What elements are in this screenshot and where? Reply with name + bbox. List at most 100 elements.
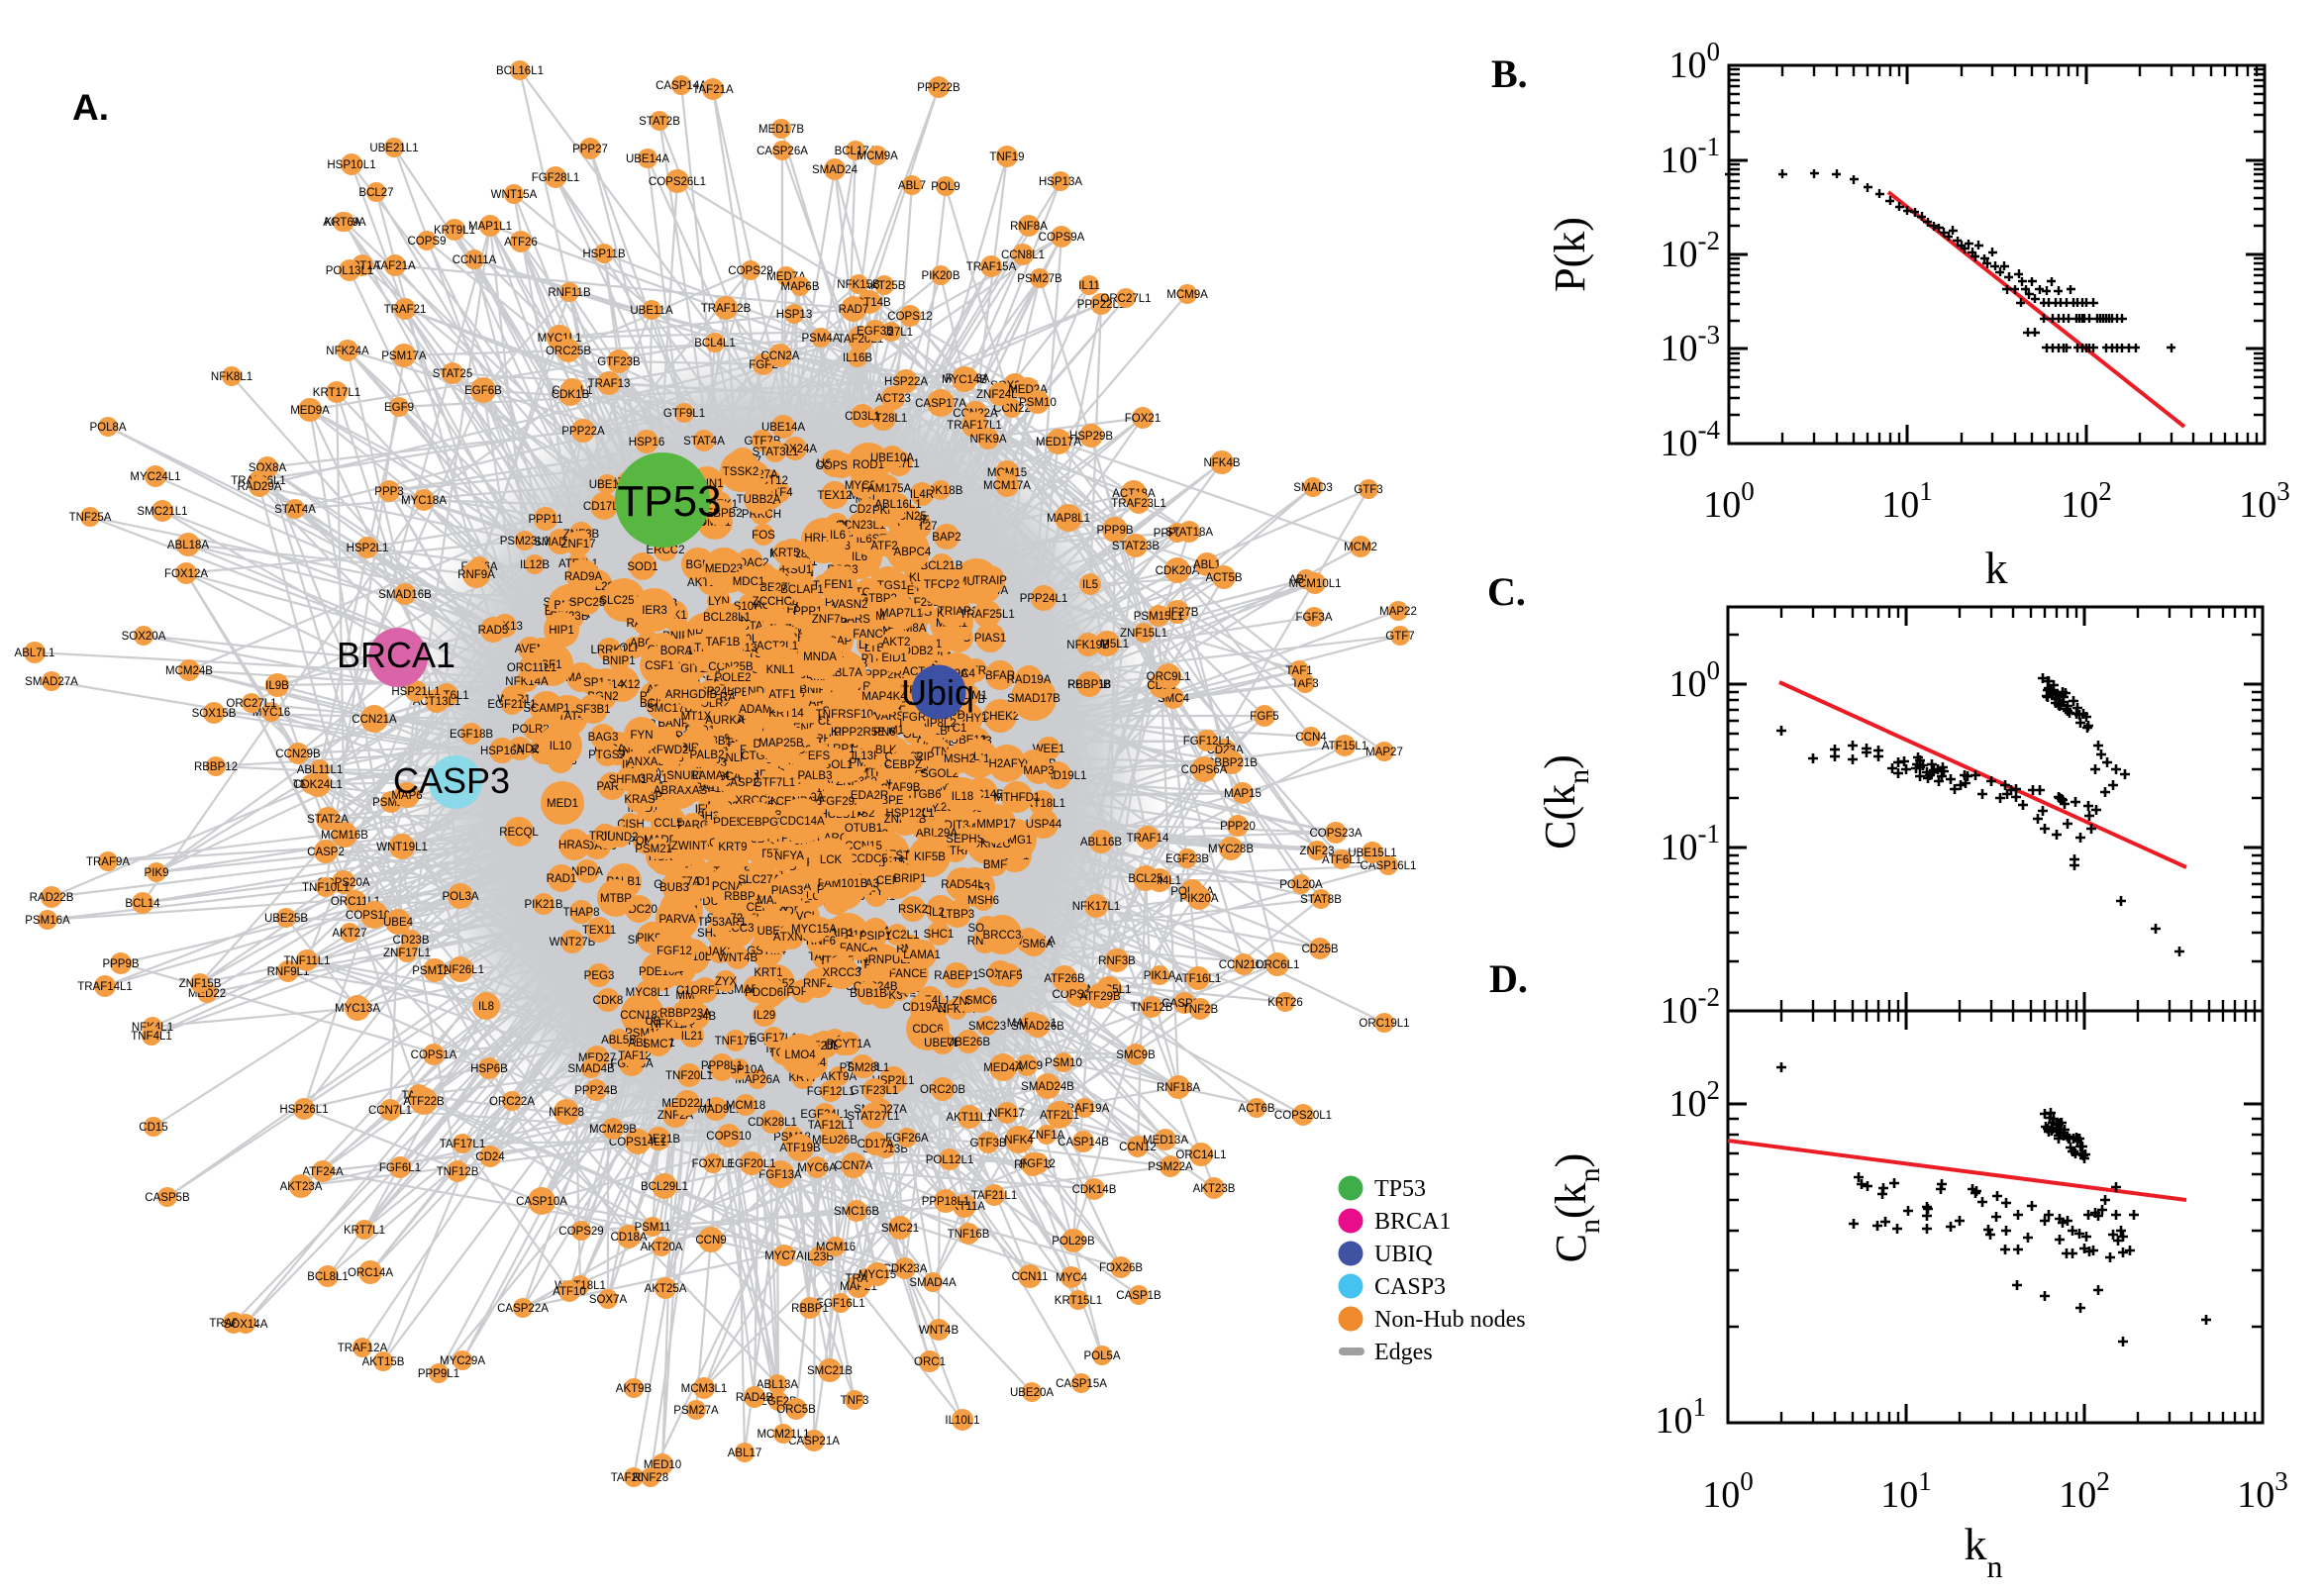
svg-text:NFK19B: NFK19B — [1066, 640, 1110, 651]
svg-text:CASP16L1: CASP16L1 — [1361, 860, 1417, 872]
svg-text:BAG3: BAG3 — [588, 732, 619, 744]
svg-text:RNF3B: RNF3B — [1098, 955, 1136, 967]
svg-text:PSM11: PSM11 — [635, 1222, 671, 1234]
svg-text:SMAD9L1: SMAD9L1 — [690, 1104, 742, 1116]
svg-text:FOX26B: FOX26B — [1099, 1262, 1143, 1274]
svg-text:BCL4L1: BCL4L1 — [694, 338, 736, 349]
svg-text:TRAF21: TRAF21 — [384, 304, 427, 316]
svg-text:ZWINT: ZWINT — [671, 841, 707, 852]
svg-text:PPP9B: PPP9B — [1096, 525, 1133, 537]
svg-text:STAT3L1: STAT3L1 — [753, 447, 799, 458]
svg-text:IL29: IL29 — [754, 1010, 775, 1022]
svg-text:MED4A: MED4A — [983, 1062, 1023, 1074]
svg-text:HSP26L1: HSP26L1 — [279, 1104, 328, 1116]
svg-text:RAD7: RAD7 — [839, 304, 869, 316]
svg-text:TAF1: TAF1 — [1285, 665, 1312, 677]
svg-text:HRAS: HRAS — [558, 840, 590, 851]
svg-text:CSF1: CSF1 — [645, 660, 673, 672]
svg-text:SMAD17B: SMAD17B — [1007, 693, 1060, 705]
svg-text:FGF5: FGF5 — [1250, 711, 1278, 723]
svg-text:COPS10: COPS10 — [706, 1131, 751, 1143]
svg-text:COPS9A: COPS9A — [1039, 232, 1085, 244]
svg-text:IL10L1: IL10L1 — [945, 1415, 979, 1427]
svg-text:CASP15A: CASP15A — [1056, 1378, 1107, 1390]
svg-text:COPS29: COPS29 — [728, 265, 772, 277]
svg-text:BCL8L1: BCL8L1 — [307, 1271, 349, 1283]
svg-text:POL3A: POL3A — [442, 891, 478, 903]
svg-text:ZNF24L1: ZNF24L1 — [976, 389, 1024, 401]
svg-text:NFK17: NFK17 — [989, 1108, 1025, 1120]
svg-text:LCK: LCK — [820, 854, 843, 866]
svg-text:CD15: CD15 — [139, 1122, 167, 1134]
svg-text:HSP6B: HSP6B — [470, 1063, 508, 1075]
svg-text:LAMA4: LAMA4 — [692, 770, 730, 782]
svg-text:CCN2A: CCN2A — [761, 350, 800, 362]
svg-text:TAF21L1: TAF21L1 — [971, 1190, 1017, 1202]
svg-text:MCM29B: MCM29B — [589, 1124, 637, 1136]
svg-text:ZNF15L1: ZNF15L1 — [1120, 628, 1167, 640]
svg-text:BRCA1: BRCA1 — [1374, 1209, 1451, 1235]
svg-text:MAP26A: MAP26A — [735, 1074, 780, 1086]
svg-text:SMAD26B: SMAD26B — [1011, 1021, 1064, 1033]
svg-text:WNT4B: WNT4B — [718, 952, 758, 964]
svg-text:TRAF15A: TRAF15A — [966, 261, 1017, 273]
svg-text:RAD54L: RAD54L — [941, 879, 984, 891]
svg-text:POL29B: POL29B — [1052, 1236, 1095, 1247]
svg-text:EGF20L1: EGF20L1 — [727, 1158, 775, 1170]
svg-text:MYC4: MYC4 — [1056, 1272, 1088, 1284]
svg-text:STAT4A: STAT4A — [683, 436, 725, 448]
svg-text:PPP9B: PPP9B — [102, 958, 139, 970]
svg-text:FOX12A: FOX12A — [164, 568, 208, 580]
svg-text:MYC28B: MYC28B — [1208, 844, 1254, 855]
svg-text:SOX20A: SOX20A — [122, 631, 166, 643]
svg-text:Edges: Edges — [1374, 1340, 1433, 1365]
svg-text:SOX14A: SOX14A — [224, 1319, 268, 1331]
svg-text:POL13L1: POL13L1 — [326, 265, 374, 277]
svg-text:SHFM1: SHFM1 — [609, 774, 648, 786]
svg-text:FGF3A: FGF3A — [1295, 612, 1332, 624]
svg-text:CDK20A: CDK20A — [1156, 565, 1200, 577]
svg-text:PPP3: PPP3 — [374, 486, 403, 498]
svg-text:TAF5: TAF5 — [995, 970, 1022, 982]
svg-text:MCM2: MCM2 — [1344, 542, 1377, 553]
svg-text:RNF9A: RNF9A — [457, 569, 495, 581]
svg-text:CASP1B: CASP1B — [1116, 1290, 1162, 1302]
svg-text:NFK15B: NFK15B — [837, 279, 880, 291]
svg-text:PSM27A: PSM27A — [673, 1405, 719, 1417]
svg-text:IL16B: IL16B — [843, 352, 872, 364]
svg-text:STAT23B: STAT23B — [1112, 541, 1160, 552]
svg-text:ABL5B: ABL5B — [601, 1035, 637, 1047]
svg-text:KNL1: KNL1 — [766, 664, 795, 676]
svg-text:GTF23B: GTF23B — [597, 356, 641, 368]
svg-text:MCM3L1: MCM3L1 — [681, 1383, 728, 1395]
svg-text:CCN21A: CCN21A — [352, 714, 397, 726]
svg-text:C.: C. — [1487, 569, 1526, 614]
svg-text:GTF3: GTF3 — [1354, 484, 1382, 496]
svg-text:ORC20B: ORC20B — [920, 1084, 965, 1096]
svg-text:FANCE: FANCE — [889, 968, 928, 980]
svg-text:ORC1: ORC1 — [914, 1356, 946, 1368]
svg-text:UBE14A: UBE14A — [761, 422, 805, 434]
svg-text:RECQL: RECQL — [499, 827, 539, 839]
svg-text:MCM16B: MCM16B — [321, 830, 368, 842]
svg-text:MAP1L1: MAP1L1 — [468, 221, 512, 233]
svg-text:STAT8B: STAT8B — [1300, 894, 1342, 906]
svg-text:ORC6L1: ORC6L1 — [1256, 959, 1300, 971]
svg-text:STAT2A: STAT2A — [307, 814, 349, 826]
svg-text:TSSK2: TSSK2 — [723, 466, 758, 478]
svg-text:PPP9L1: PPP9L1 — [418, 1368, 459, 1380]
svg-text:PSM16A: PSM16A — [25, 915, 70, 927]
svg-text:STAT27L1: STAT27L1 — [847, 1111, 899, 1123]
svg-text:NFK9A: NFK9A — [969, 434, 1006, 446]
svg-text:TRAIP: TRAIP — [973, 575, 1007, 587]
svg-text:TRAF14L1: TRAF14L1 — [77, 981, 133, 993]
svg-text:FANCA: FANCA — [840, 943, 878, 954]
svg-text:CCDC5: CCDC5 — [849, 853, 888, 865]
svg-text:NFYA: NFYA — [774, 850, 804, 862]
svg-text:IL12B: IL12B — [520, 559, 550, 571]
svg-text:ORC19L1: ORC19L1 — [1359, 1018, 1409, 1030]
svg-text:TAF1B: TAF1B — [706, 637, 741, 648]
svg-text:TNF2B: TNF2B — [1182, 1004, 1219, 1016]
svg-text:ATF1: ATF1 — [768, 689, 795, 701]
svg-text:PIK9: PIK9 — [145, 867, 169, 879]
